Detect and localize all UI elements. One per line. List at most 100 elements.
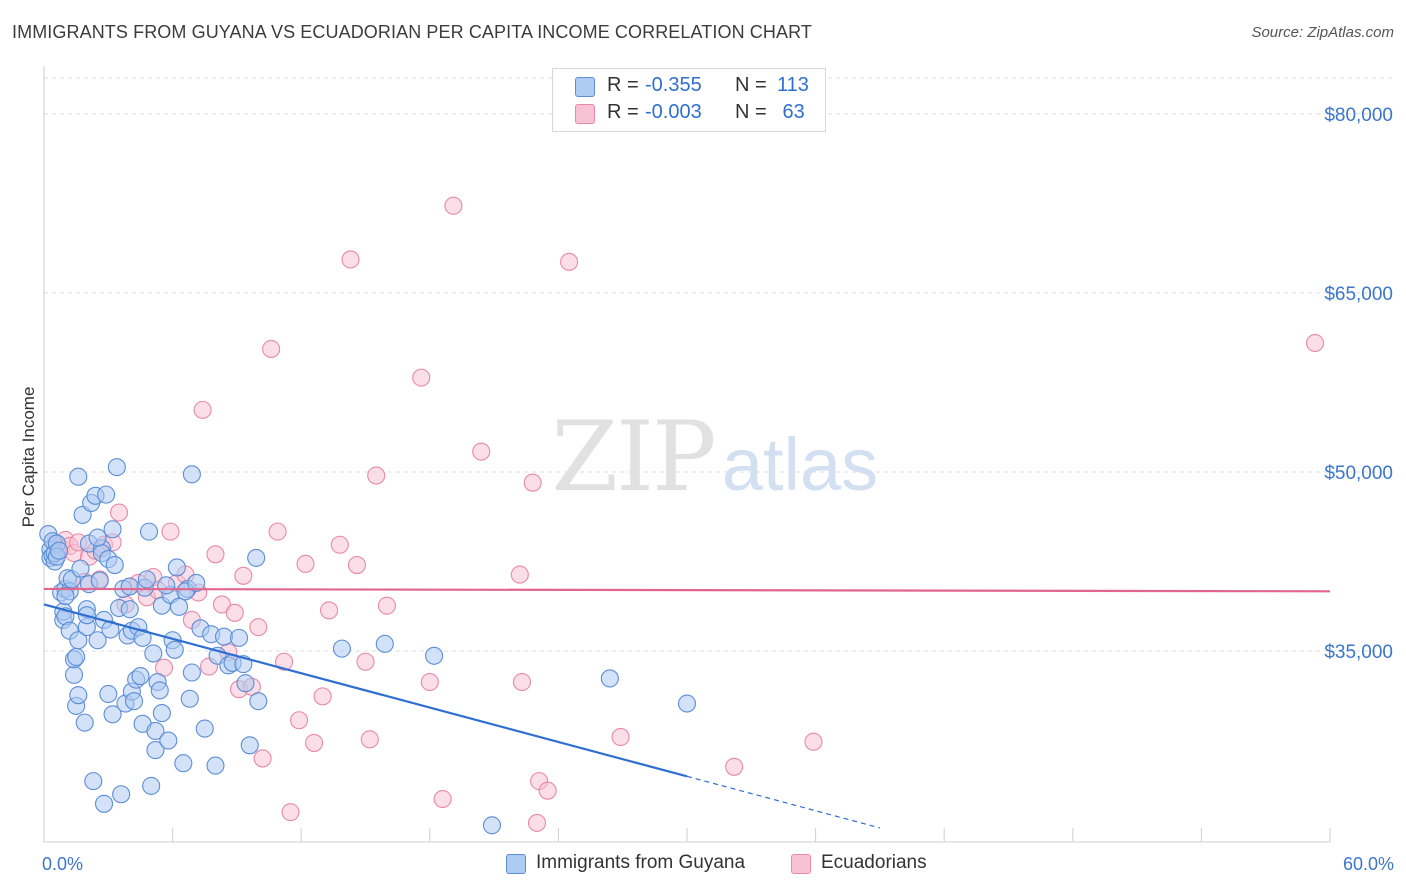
point-guyana <box>375 634 394 653</box>
point-ecuadorians <box>510 565 529 584</box>
point-ecuadorians <box>249 618 268 637</box>
point-guyana <box>236 674 255 693</box>
point-guyana <box>195 719 214 738</box>
legend-r-value: -0.003 <box>645 101 702 123</box>
point-guyana <box>677 694 697 713</box>
trend-line-ecuadorians <box>43 587 1331 593</box>
point-ecuadorians <box>360 730 379 749</box>
series-guyana-points <box>39 458 697 835</box>
point-guyana <box>214 627 234 646</box>
point-guyana <box>137 570 156 589</box>
series-ecuadorians-points <box>45 196 1325 832</box>
point-guyana <box>103 705 122 724</box>
point-guyana <box>146 741 165 760</box>
point-ecuadorians <box>527 813 547 832</box>
legend-r-label: R = <box>607 101 639 123</box>
y-tick-label: $35,000 <box>1324 642 1393 663</box>
point-ecuadorians <box>296 554 315 573</box>
point-ecuadorians <box>253 749 272 768</box>
y-tick-label: $50,000 <box>1324 463 1393 484</box>
point-guyana <box>64 665 84 684</box>
point-guyana <box>71 559 90 578</box>
point-guyana <box>482 816 502 835</box>
tick-labels: $35,000 $50,000 $65,000 $80,000 0.0% 60.0% <box>42 105 1394 874</box>
point-guyana <box>103 520 122 539</box>
point-guyana <box>167 558 186 577</box>
point-ecuadorians <box>347 555 366 575</box>
point-guyana <box>94 794 114 813</box>
point-guyana <box>120 600 139 619</box>
point-guyana <box>600 669 619 688</box>
point-guyana <box>69 467 88 486</box>
point-guyana <box>152 704 171 723</box>
trend-lines <box>43 587 1331 829</box>
point-ecuadorians <box>262 339 281 359</box>
x-tick-label-min: 0.0% <box>42 854 83 874</box>
series-legend-swatch-ecuadorians <box>791 854 811 874</box>
point-guyana <box>101 620 120 639</box>
point-guyana <box>332 639 351 658</box>
point-guyana <box>88 528 107 547</box>
series-legend-label-guyana: Immigrants from Guyana <box>536 852 746 873</box>
series-legend-label-ecuadorians: Ecuadorians <box>821 852 927 873</box>
point-guyana <box>133 628 152 647</box>
point-guyana <box>229 628 249 647</box>
point-ecuadorians <box>512 672 532 692</box>
legend-n-label: N = <box>735 74 767 96</box>
legend-r-label: R = <box>607 74 639 96</box>
point-ecuadorians <box>268 522 287 541</box>
point-guyana <box>99 684 118 704</box>
point-ecuadorians <box>804 732 823 751</box>
legend-r-value: -0.355 <box>645 74 702 96</box>
series-legend-swatch-guyana <box>506 854 526 874</box>
point-guyana <box>142 776 161 795</box>
point-guyana <box>249 692 268 711</box>
point-ecuadorians <box>1305 333 1325 353</box>
point-ecuadorians <box>433 789 452 809</box>
point-ecuadorians <box>313 687 332 706</box>
point-guyana <box>120 577 139 596</box>
legend-swatch-ecuadorians <box>575 104 595 124</box>
watermark-atlas: atlas <box>722 423 878 506</box>
legend-n-value: 63 <box>777 101 805 123</box>
x-tick-label-max: 60.0% <box>1343 854 1394 874</box>
trend-line-guyana-extension <box>686 775 881 829</box>
legend-n-value: 113 <box>777 74 809 96</box>
point-guyana <box>90 571 109 590</box>
point-guyana <box>69 686 88 705</box>
point-guyana <box>67 647 86 667</box>
point-ecuadorians <box>275 652 294 671</box>
point-ecuadorians <box>225 603 244 622</box>
point-guyana <box>240 736 259 755</box>
point-ecuadorians <box>523 473 542 492</box>
point-ecuadorians <box>420 672 439 692</box>
point-ecuadorians <box>560 252 579 271</box>
point-guyana <box>49 541 69 560</box>
point-ecuadorians <box>109 503 129 522</box>
point-ecuadorians <box>538 781 557 800</box>
y-tick-label: $80,000 <box>1324 105 1393 126</box>
point-guyana <box>144 644 163 663</box>
point-guyana <box>124 692 144 711</box>
point-guyana <box>84 772 103 791</box>
point-ecuadorians <box>206 545 225 564</box>
y-tick-label: $65,000 <box>1324 284 1393 305</box>
point-ecuadorians <box>305 733 324 752</box>
point-guyana <box>174 754 193 773</box>
point-guyana <box>131 667 150 686</box>
point-ecuadorians <box>212 595 231 614</box>
point-guyana <box>180 689 199 708</box>
point-guyana <box>206 756 225 775</box>
chart-source: Source: ZipAtlas.com <box>1251 24 1394 41</box>
point-ecuadorians <box>611 727 630 747</box>
grid-lines <box>44 77 1392 652</box>
point-guyana <box>165 640 184 659</box>
point-guyana <box>107 458 126 477</box>
point-ecuadorians <box>330 535 349 554</box>
point-ecuadorians <box>725 757 744 776</box>
y-axis-label: Per Capita Income <box>19 387 38 528</box>
trend-line-guyana <box>43 603 688 778</box>
point-ecuadorians <box>412 368 431 387</box>
point-guyana <box>182 663 201 682</box>
